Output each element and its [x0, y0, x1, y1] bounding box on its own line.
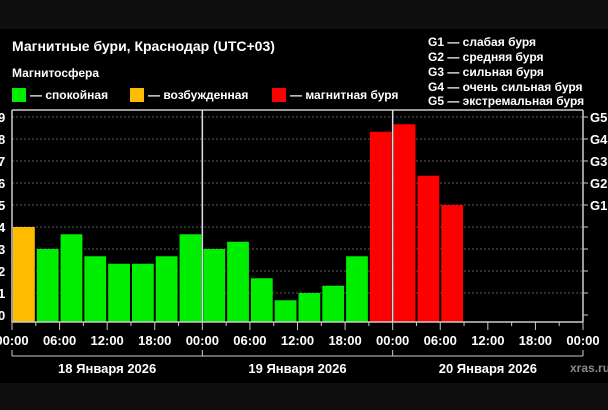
active-swatch: [130, 88, 144, 102]
kp-bar: [417, 175, 440, 322]
kp-bar: [369, 131, 392, 322]
y-tick-label: 1: [0, 286, 5, 301]
g-scale-g2: G2 — средняя буря: [428, 50, 544, 64]
legend-label: — спокойная: [30, 88, 109, 102]
kp-bar: [36, 249, 59, 322]
g-tick-label: G5: [590, 110, 607, 125]
quiet-swatch: [12, 88, 26, 102]
x-tick-label: 12:00: [471, 333, 504, 348]
kp-bar: [322, 285, 345, 322]
kp-bar: [179, 234, 202, 322]
kp-bar: [108, 263, 130, 322]
y-tick-label: 5: [0, 198, 5, 213]
legend-title: Магнитосфера: [12, 66, 100, 80]
chart-panel: [0, 29, 608, 383]
y-tick-label: 7: [0, 154, 5, 169]
g-scale-g5: G5 — экстремальная буря: [428, 94, 585, 108]
y-tick-label: 9: [0, 110, 5, 125]
g-tick-label: G1: [590, 198, 607, 213]
legend-storm: — магнитная буря: [272, 88, 398, 102]
kp-bar: [441, 205, 464, 322]
x-tick-label: 00:00: [376, 333, 409, 348]
legend-quiet: — спокойная: [12, 88, 108, 102]
date-label: 20 Января 2026: [439, 361, 537, 376]
y-tick-label: 6: [0, 176, 5, 191]
x-tick-label: 00:00: [566, 333, 599, 348]
kp-bar: [227, 241, 249, 322]
g-tick-label: G2: [590, 176, 607, 191]
g-scale-g1: G1 — слабая буря: [428, 35, 537, 49]
x-tick-label: 18:00: [328, 333, 361, 348]
x-tick-label: 18:00: [519, 333, 552, 348]
chart-title: Магнитные бури, Краснодар (UTC+03): [12, 38, 275, 54]
kp-bar: [84, 256, 107, 322]
kp-bar: [13, 227, 35, 322]
g-scale-g3: G3 — сильная буря: [428, 65, 544, 79]
x-tick-label: 18:00: [138, 333, 171, 348]
date-label: 19 Января 2026: [248, 361, 346, 376]
x-tick-label: 06:00: [233, 333, 266, 348]
y-tick-label: 0: [0, 308, 5, 323]
y-tick-label: 2: [0, 264, 5, 279]
y-tick-label: 8: [0, 132, 5, 147]
y-tick-label: 4: [0, 220, 6, 235]
x-tick-label: 12:00: [91, 333, 124, 348]
g-scale-g4: G4 — очень сильная буря: [428, 80, 583, 94]
kp-bar: [346, 256, 368, 322]
legend-label: — возбужденная: [148, 88, 249, 102]
storm-swatch: [272, 88, 286, 102]
kp-bar: [203, 249, 226, 322]
kp-bar: [131, 263, 154, 322]
kp-bar: [60, 234, 83, 322]
x-tick-label: 00:00: [186, 333, 219, 348]
x-tick-label: 00:00: [0, 333, 29, 348]
legend-active: — возбужденная: [130, 88, 248, 102]
x-tick-label: 06:00: [43, 333, 76, 348]
legend-label: — магнитная буря: [290, 88, 399, 102]
x-tick-label: 12:00: [281, 333, 314, 348]
watermark: xras.ru: [570, 361, 608, 375]
g-tick-label: G3: [590, 154, 607, 169]
kp-bar: [274, 300, 297, 322]
kp-bar: [393, 124, 416, 322]
kp-bar: [155, 256, 178, 322]
g-tick-label: G4: [590, 132, 608, 147]
kp-bar: [298, 293, 321, 322]
x-tick-label: 06:00: [424, 333, 457, 348]
y-tick-label: 3: [0, 242, 5, 257]
kp-bar: [250, 278, 273, 322]
date-label: 18 Января 2026: [58, 361, 156, 376]
